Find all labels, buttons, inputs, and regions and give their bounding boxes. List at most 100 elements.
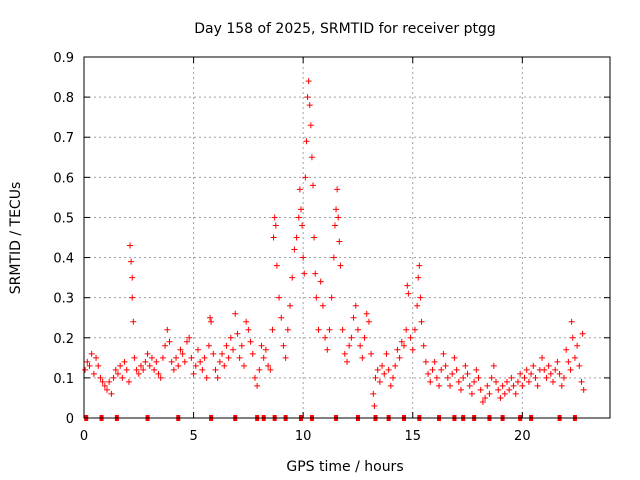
- data-point: [440, 350, 447, 357]
- data-point: [177, 346, 184, 353]
- y-tick-label: 0.9: [53, 51, 74, 66]
- data-point: [289, 274, 296, 281]
- data-point: [306, 102, 313, 109]
- data-point: [278, 314, 285, 321]
- data-point: [477, 386, 484, 393]
- data-point: [433, 374, 440, 381]
- data-point: [462, 362, 469, 369]
- data-point: [512, 390, 519, 397]
- data-point: [254, 382, 261, 389]
- data-point: [88, 350, 95, 357]
- data-point: [205, 342, 212, 349]
- data-point: [212, 366, 219, 373]
- data-point: [284, 326, 291, 333]
- data-point: [453, 366, 460, 373]
- data-point: [299, 222, 306, 229]
- data-point: [398, 338, 405, 345]
- data-point: [146, 362, 153, 369]
- data-point: [579, 330, 586, 337]
- x-tick-label: 15: [404, 429, 421, 444]
- data-point: [181, 358, 188, 365]
- y-tick-label: 0: [66, 412, 74, 427]
- data-point: [155, 370, 162, 377]
- data-point: [175, 362, 182, 369]
- data-point: [99, 378, 106, 385]
- data-point: [93, 354, 100, 361]
- data-point: [190, 370, 197, 377]
- data-point: [541, 366, 548, 373]
- y-axis-title: SRMTID / TECUs: [8, 182, 24, 295]
- data-point: [199, 366, 206, 373]
- data-point: [427, 378, 434, 385]
- data-point: [563, 346, 570, 353]
- data-point: [269, 326, 276, 333]
- data-point: [552, 366, 559, 373]
- data-point: [203, 374, 210, 381]
- data-point: [376, 378, 383, 385]
- data-point: [326, 326, 333, 333]
- data-point: [123, 366, 130, 373]
- data-point: [280, 342, 287, 349]
- data-point: [307, 122, 314, 129]
- data-point: [571, 354, 578, 361]
- data-point: [556, 370, 563, 377]
- y-tick-label: 0.4: [53, 252, 74, 267]
- data-point: [431, 358, 438, 365]
- data-point: [404, 282, 411, 289]
- data-point: [227, 334, 234, 341]
- data-point: [525, 378, 532, 385]
- data-point: [225, 354, 232, 361]
- data-point: [170, 366, 177, 373]
- axes: 0 0.1 0.2 0.3 0.4 0.5 0.6 0.7 0.8 0.9 0 5 10 15 20: [53, 51, 611, 444]
- data-point: [216, 358, 223, 365]
- data-point: [506, 386, 513, 393]
- data-point: [568, 318, 575, 325]
- data-point: [84, 358, 91, 365]
- data-point: [328, 294, 335, 301]
- data-point: [333, 206, 340, 213]
- data-point: [140, 366, 147, 373]
- data-point: [523, 366, 530, 373]
- data-point: [486, 390, 493, 397]
- data-point: [475, 374, 482, 381]
- data-point: [341, 350, 348, 357]
- data-point: [148, 354, 155, 361]
- data-point: [396, 354, 403, 361]
- data-point: [508, 374, 515, 381]
- data-point: [407, 334, 414, 341]
- data-point: [276, 294, 283, 301]
- data-point: [194, 346, 201, 353]
- data-point: [271, 214, 278, 221]
- data-point: [416, 262, 423, 269]
- data-point: [303, 138, 310, 145]
- data-point: [403, 326, 410, 333]
- data-point: [576, 362, 583, 369]
- data-point: [302, 174, 309, 181]
- data-point: [86, 362, 93, 369]
- data-point: [455, 378, 462, 385]
- x-tick-label: 10: [295, 429, 312, 444]
- data-point: [104, 386, 111, 393]
- data-point: [337, 262, 344, 269]
- data-point: [464, 370, 471, 377]
- data-point: [301, 270, 308, 277]
- data-point: [330, 254, 337, 261]
- data-point: [142, 358, 149, 365]
- data-point: [365, 318, 372, 325]
- data-point: [530, 362, 537, 369]
- data-point: [418, 318, 425, 325]
- data-point: [359, 354, 366, 361]
- data-point: [311, 234, 318, 241]
- data-point: [162, 342, 169, 349]
- data-point: [179, 350, 186, 357]
- data-point: [499, 382, 506, 389]
- data-point: [221, 362, 228, 369]
- data-point: [324, 346, 331, 353]
- data-point: [293, 234, 300, 241]
- data-point: [168, 358, 175, 365]
- data-point: [273, 262, 280, 269]
- data-point: [490, 362, 497, 369]
- data-point: [186, 334, 193, 341]
- data-point: [451, 354, 458, 361]
